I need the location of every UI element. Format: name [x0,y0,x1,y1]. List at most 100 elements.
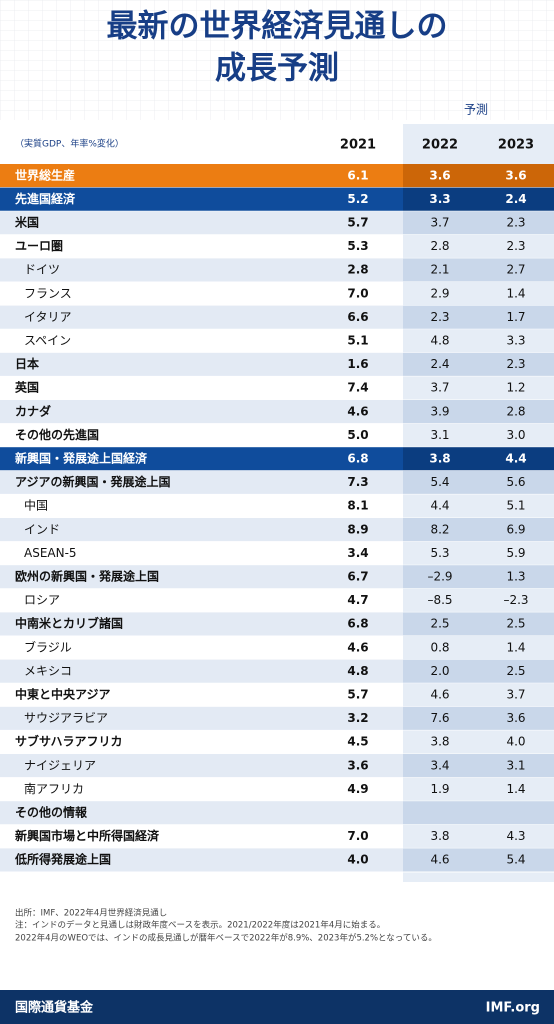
cell-value: 3.4 [347,546,368,560]
cell-value: 2.8 [347,263,368,277]
cell-value: 1.4 [506,782,525,796]
cell-value: 2.4 [430,357,449,371]
row-forecast-background [403,187,554,212]
row-label: ドイツ [24,263,60,277]
row-forecast-background [403,777,554,802]
row-background [0,659,403,684]
cell-value: 3.7 [506,688,525,702]
row-forecast-background [403,211,554,235]
row-label: スペイン [24,334,71,348]
row-label: サウジアラビア [24,711,108,725]
row-background [0,730,403,754]
row-forecast-background [403,541,554,566]
row-forecast-background [403,423,554,448]
row-forecast-background [403,730,554,754]
note: 2022年4月のWEOでは、インドの成長見通しが暦年ベースで2022年が8.9%… [15,933,437,944]
cell-value: 3.6 [347,758,368,772]
row-background [0,282,403,306]
row-label: 先進国経済 [15,191,76,206]
row-forecast-background [403,659,554,684]
row-forecast-background [403,848,554,872]
cell-value: 3.1 [430,428,449,442]
cell-value: 5.1 [347,334,368,348]
row-forecast-background [403,447,554,471]
cell-value: 7.3 [347,475,368,489]
row-label: メキシコ [24,664,72,678]
row-forecast-background [403,612,554,636]
forecast-label: 予測 [464,103,488,117]
cell-value: 4.3 [506,829,525,843]
row-label: その他の先進国 [15,427,99,442]
cell-value: 2.5 [430,617,449,631]
row-background [0,494,403,518]
row-label: ロシア [24,593,60,607]
row-forecast-background [403,376,554,400]
row-background [0,164,403,188]
cell-value: 1.7 [506,310,525,324]
cell-value: 2.3 [430,310,449,324]
cell-value: 2.5 [506,664,525,678]
row-background [0,329,403,353]
row-background [0,801,403,825]
row-label: 米国 [15,215,39,230]
cell-value: 4.6 [347,404,368,418]
cell-value: 5.7 [347,216,368,230]
title-background [0,0,554,120]
title-line: 成長予測 [215,51,339,87]
row-background [0,376,403,400]
column-header: 2023 [498,138,534,153]
cell-value: 0.8 [430,640,449,654]
cell-value: 3.3 [506,334,525,348]
cell-value: 8.9 [347,522,368,536]
cell-value: 2.4 [505,192,526,206]
cell-value: 2.8 [430,239,449,253]
column-header: 2021 [340,138,376,153]
row-label: インド [24,522,60,536]
cell-value: –8.5 [427,593,452,607]
cell-value: 5.7 [347,688,368,702]
row-forecast-background [403,470,554,495]
row-forecast-background [403,400,554,424]
row-label: アジアの新興国・発展途上国 [15,474,171,489]
row-forecast-background [403,329,554,353]
row-forecast-background [403,164,554,188]
cell-value: 2.5 [506,617,525,631]
footer-org: 国際通貨基金 [15,1000,94,1016]
row-label: ASEAN-5 [24,546,77,560]
row-label: 南アフリカ [24,781,84,796]
cell-value: 6.7 [347,570,368,584]
row-label: 新興国市場と中所得国経済 [15,828,160,843]
cell-value: 2.7 [506,263,525,277]
cell-value: 6.6 [347,310,368,324]
cell-value: 3.2 [347,711,368,725]
cell-value: 3.6 [429,168,450,182]
row-background [0,777,403,802]
cell-value: 3.7 [430,216,449,230]
row-background [0,211,403,235]
cell-value: 4.9 [347,782,368,796]
note: 注：インドのデータと見通しは財政年度ベースを表示。2021/2022年度は202… [15,920,385,931]
cell-value: 6.8 [347,617,368,631]
table: 2021 2022 2023 世界総生産 6.1 3.6 3.6 先進国経済 5.2 3.3 2.4… [0,138,554,873]
row-background [0,683,403,707]
cell-value: 4.4 [430,499,449,513]
row-background [0,447,403,471]
row-forecast-background [403,754,554,778]
cell-value: 5.2 [347,192,368,206]
cell-value: 1.2 [506,381,525,395]
row-forecast-background [403,494,554,518]
row-label: ナイジェリア [24,758,96,772]
row-background [0,588,403,613]
row-label: イタリア [24,310,72,324]
cell-value: 4.6 [430,688,449,702]
footer-site: IMF.org [486,1001,540,1016]
cell-value: 2.3 [506,357,525,371]
row-label: 低所得発展途上国 [14,852,111,867]
row-background [0,305,403,330]
cell-value: 4.5 [347,735,368,749]
cell-value: 3.1 [506,758,525,772]
cell-value: 4.8 [347,664,368,678]
row-background [0,565,403,589]
cell-value: 5.0 [347,428,368,442]
cell-value: 2.3 [506,239,525,253]
